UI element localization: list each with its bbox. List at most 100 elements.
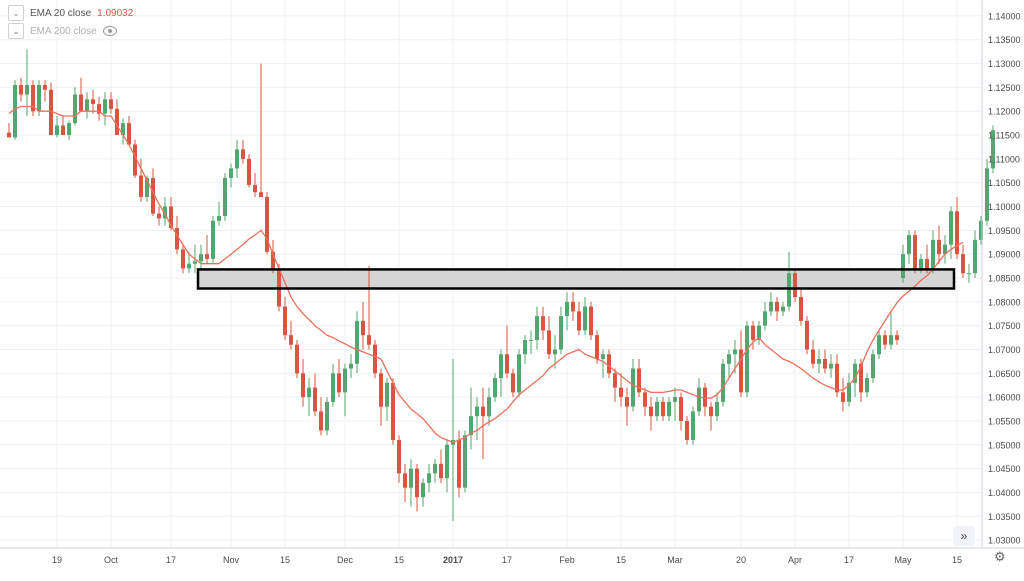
double-chevron-right-icon[interactable]: » xyxy=(953,526,975,546)
candle-body xyxy=(523,339,527,355)
candle-up xyxy=(535,306,539,350)
candle-down xyxy=(61,115,65,136)
candle-up xyxy=(121,118,125,145)
candle-down xyxy=(607,349,611,379)
candle-up xyxy=(565,292,569,331)
candle-down xyxy=(955,196,959,259)
candle-body xyxy=(115,108,119,136)
y-tick-label: 1.03500 xyxy=(988,512,1021,522)
y-tick-label: 1.07000 xyxy=(988,345,1021,355)
candle-up xyxy=(967,263,971,283)
zone-border-layer xyxy=(196,268,956,290)
candle-down xyxy=(373,339,377,379)
candle-down xyxy=(247,154,251,188)
candle-up xyxy=(787,251,791,312)
candle-body xyxy=(211,220,215,259)
y-tick-label: 1.06000 xyxy=(988,393,1021,403)
chevron-down-icon[interactable]: ⌄ xyxy=(8,23,24,39)
candle-body xyxy=(553,349,557,355)
candle-up xyxy=(889,311,893,350)
candle-body xyxy=(907,235,911,255)
candle-down xyxy=(793,268,797,302)
candle-body xyxy=(133,144,137,176)
candle-body xyxy=(865,378,869,393)
candle-body xyxy=(361,320,365,336)
candle-body xyxy=(259,192,263,197)
candle-down xyxy=(391,378,395,445)
y-tick-label: 1.08500 xyxy=(988,274,1021,284)
candle-up xyxy=(307,378,311,417)
support-resistance-zone[interactable] xyxy=(196,268,956,290)
candle-up xyxy=(229,163,233,188)
candle-down xyxy=(289,320,293,350)
candle-body xyxy=(679,397,683,421)
candle-body xyxy=(175,227,179,250)
candle-up xyxy=(877,330,881,360)
candle-down xyxy=(253,173,257,197)
candle-down xyxy=(799,287,803,326)
candle-down xyxy=(157,206,161,226)
y-tick-label: 1.05500 xyxy=(988,416,1021,426)
candle-body xyxy=(937,239,941,255)
candle-body xyxy=(37,85,41,112)
candle-body xyxy=(283,306,287,336)
candle-up xyxy=(235,139,239,178)
candle-body xyxy=(355,320,359,364)
candle-down xyxy=(613,368,617,402)
candle-body xyxy=(379,373,383,407)
candle-body xyxy=(661,401,665,417)
candle-body xyxy=(67,123,71,136)
candle-up xyxy=(187,251,191,274)
candle-down xyxy=(79,77,83,112)
candle-up xyxy=(13,80,17,140)
candle-body xyxy=(85,99,89,112)
y-tick-label: 1.12000 xyxy=(988,107,1021,117)
candle-body xyxy=(391,382,395,441)
price-axis[interactable]: 1.14000 1.13500 1.13000 1.12500 1.12000 1.115… xyxy=(988,11,1021,545)
candle-body xyxy=(13,85,17,138)
y-tick-label: 1.11500 xyxy=(988,131,1020,141)
candle-body xyxy=(625,397,629,407)
candle-body xyxy=(835,363,839,393)
candle-body xyxy=(841,392,845,402)
candle-body xyxy=(823,359,827,369)
candle-body xyxy=(475,406,479,417)
candle-down xyxy=(937,225,941,264)
candle-up xyxy=(781,301,785,317)
candle-body xyxy=(727,354,731,364)
candle-down xyxy=(133,139,137,178)
candle-body xyxy=(121,123,125,136)
candle-body xyxy=(691,411,695,441)
candle-body xyxy=(193,261,197,264)
candle-up xyxy=(901,244,905,283)
candle-up xyxy=(499,349,503,398)
candle-down xyxy=(97,96,101,121)
time-axis[interactable]: 19 Oct 17 Nov 15 Dec 15 2017 17 Feb 15 Mar 20 Apr 17 Ma… xyxy=(52,555,962,565)
candle-up xyxy=(667,397,671,421)
legend-ema20-row[interactable]: ⌄ EMA 20 close 1.09032 xyxy=(8,4,133,22)
candle-body xyxy=(265,196,269,252)
eye-icon[interactable] xyxy=(102,26,117,36)
candle-body xyxy=(415,468,419,498)
candle-up xyxy=(199,244,203,269)
chevron-down-icon[interactable]: ⌄ xyxy=(8,5,24,21)
candle-body xyxy=(367,335,371,345)
candle-body xyxy=(829,363,833,369)
candle-down xyxy=(271,239,275,274)
legend-ema200-label: EMA 200 close xyxy=(30,25,97,37)
candle-body xyxy=(751,325,755,340)
candle-body xyxy=(409,468,413,488)
candle-up xyxy=(421,478,425,507)
candle-up xyxy=(73,87,77,126)
candle-up xyxy=(493,373,497,402)
candle-up xyxy=(349,354,353,379)
candle-down xyxy=(511,368,515,398)
candle-body xyxy=(169,206,173,228)
candle-body xyxy=(883,335,887,345)
candle-body xyxy=(235,149,239,169)
y-tick-label: 1.12500 xyxy=(988,83,1021,93)
legend-ema200-row[interactable]: ⌄ EMA 200 close xyxy=(8,22,133,40)
gear-icon[interactable]: ⚙ xyxy=(994,549,1006,564)
